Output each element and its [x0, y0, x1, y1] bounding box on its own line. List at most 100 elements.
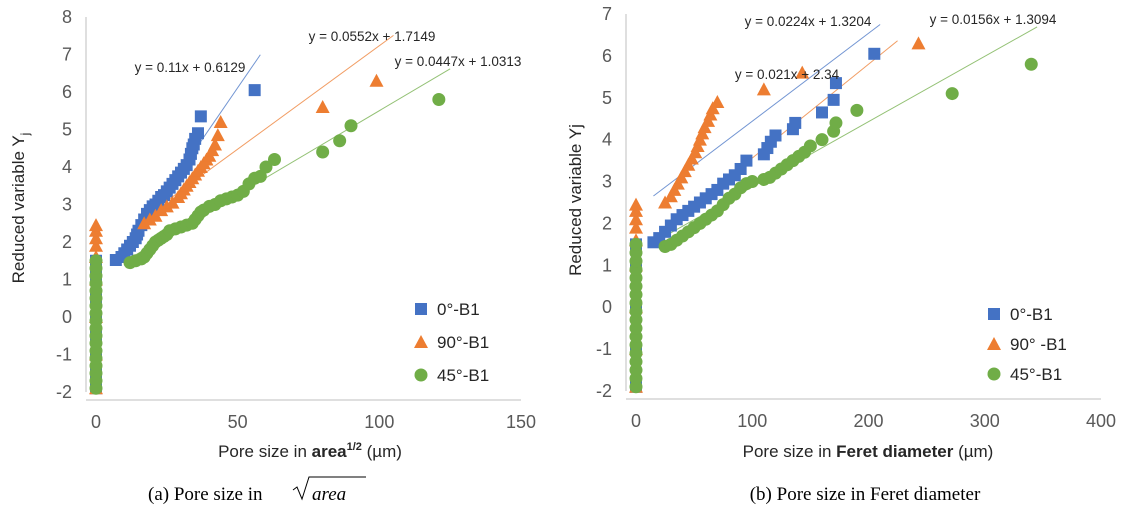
chart-b-x-axis-label: Pore size in Feret diameter (µm) [743, 442, 994, 461]
chart-b-x-tick-label: 300 [970, 411, 1000, 431]
chart-a-point-2 [316, 145, 330, 159]
chart-a-point-1 [213, 115, 228, 128]
sqrt-symbol [292, 476, 366, 501]
chart-b-y-tick-label: 4 [602, 130, 612, 150]
chart-b-point-2 [1024, 57, 1038, 71]
chart-a-legend-label-2: 45°-B1 [437, 366, 489, 385]
chart-b-legend-label-1: 90° -B1 [1010, 335, 1067, 354]
chart-a-y-tick-label: -2 [56, 382, 72, 402]
chart-a-point-1 [89, 218, 103, 232]
chart-a-x-tick-label: 150 [506, 412, 536, 432]
chart-a-point-0 [192, 127, 204, 140]
chart-a-point-2 [344, 119, 358, 133]
chart-b-y-axis-label: Reduced variable Yj [566, 124, 585, 276]
chart-a-legend-marker-0 [415, 303, 427, 315]
chart-a-point-1 [89, 231, 103, 245]
chart-a-y-tick-label: 3 [62, 195, 72, 215]
chart-b-y-tick-label: 5 [602, 88, 612, 108]
chart-a-equation-2: y = 0.0447x + 1.0313 [395, 54, 522, 69]
chart-a-point-1 [89, 238, 103, 252]
chart-a-y-tick-label: 7 [62, 45, 72, 65]
chart-a-y-tick-label: 6 [62, 82, 72, 102]
chart-b-equation-0: y = 0.021x + 2.34 [735, 67, 840, 82]
chart-a-caption: (a) Pore size in area [148, 476, 366, 505]
chart-a-y-tick-label: 5 [62, 120, 72, 140]
chart-b-point-1 [911, 36, 926, 50]
chart-a-point-2 [432, 93, 446, 106]
chart-a-x-tick-label: 0 [91, 412, 101, 432]
chart-a-point-1 [154, 203, 169, 217]
chart-a-x-tick-label: 50 [228, 412, 248, 432]
chart-a-point-2 [253, 169, 267, 183]
chart-b-point-1 [629, 212, 643, 226]
chart-a-point-2 [268, 153, 281, 166]
chart-b-point-1 [629, 220, 643, 234]
chart-b-point-2 [745, 175, 759, 189]
chart-b-y-tick-label: 6 [602, 46, 612, 66]
chart-b-equation-1: y = 0.0224x + 1.3204 [745, 14, 872, 29]
chart-b-point-0 [740, 154, 753, 167]
chart-a-legend-label-1: 90°-B1 [437, 333, 489, 352]
chart-b-legend-label-2: 45°-B1 [1010, 365, 1062, 384]
chart-b-legend-marker-0 [988, 308, 1000, 320]
chart-a-point-2 [333, 134, 347, 148]
chart-b-y-tick-label: 0 [602, 297, 612, 317]
chart-b-point-0 [829, 77, 842, 90]
chart-a-point-0 [248, 84, 261, 97]
chart-a-point-1 [137, 216, 152, 230]
chart-a-y-tick-label: 8 [62, 7, 72, 27]
chart-b-point-0 [827, 93, 840, 106]
chart-b-point-0 [868, 47, 881, 60]
chart-b-point-0 [769, 129, 782, 142]
chart-a-point-1 [142, 212, 157, 226]
chart-a-trendline-1 [166, 34, 394, 202]
chart-b-point-1 [629, 197, 643, 211]
chart-b-point-0 [789, 116, 802, 129]
chart-a-y-axis-label: Reduced variable Yj [9, 133, 32, 284]
chart-a-point-0 [194, 110, 207, 123]
chart-b-point-2 [945, 87, 959, 101]
chart-a: Reduced variable Yj Pore size in area1/2… [9, 7, 536, 505]
chart-a-point-1 [210, 128, 225, 142]
chart-b-point-2 [815, 133, 829, 147]
chart-b-point-1 [795, 65, 810, 79]
chart-b-y-tick-label: 1 [602, 255, 612, 275]
chart-a-x-tick-label: 100 [364, 412, 394, 432]
chart-b-legend-marker-2 [987, 367, 1001, 381]
chart-b-y-tick-label: 2 [602, 213, 612, 233]
chart-a-legend: 0°-B1 90°-B1 45°-B1 [414, 300, 489, 385]
chart-b-y-tick-label: -1 [596, 339, 612, 359]
chart-b-x-tick-label: 0 [631, 411, 641, 431]
chart-a-point-1 [159, 199, 174, 213]
chart-a-legend-label-0: 0°-B1 [437, 300, 480, 319]
chart-a-x-axis-label: Pore size in area1/2 (µm) [218, 441, 402, 461]
chart-a-equation-0: y = 0.11x + 0.6129 [135, 60, 246, 75]
chart-a-caption-text: (a) Pore size in [148, 484, 263, 505]
chart-a-y-tick-label: 4 [62, 157, 72, 177]
chart-a-legend-marker-1 [414, 335, 428, 348]
chart-b-legend-label-0: 0°-B1 [1010, 305, 1053, 324]
chart-a-point-1 [208, 137, 222, 151]
chart-b-point-2 [829, 116, 843, 130]
chart-b-point-1 [710, 94, 725, 108]
chart-a-point-2 [259, 160, 273, 174]
chart-a-point-1 [315, 100, 330, 113]
chart-b-y-tick-label: 3 [602, 172, 612, 192]
chart-b-x-tick-label: 400 [1086, 411, 1116, 431]
chart-b-legend: 0°-B1 90° -B1 45°-B1 [987, 305, 1067, 384]
chart-b-point-2 [850, 103, 864, 117]
chart-b-x-tick-label: 100 [737, 411, 767, 431]
chart-b-point-2 [629, 237, 643, 251]
chart-b-point-1 [756, 82, 771, 96]
chart-a-y-tick-label: 0 [62, 307, 72, 327]
chart-b-legend-marker-1 [987, 337, 1001, 350]
chart-a-legend-marker-2 [414, 368, 428, 382]
chart-a-point-1 [369, 73, 384, 87]
chart-a-equation-1: y = 0.0552x + 1.7149 [309, 29, 436, 44]
chart-b-x-tick-label: 200 [853, 411, 883, 431]
chart-a-caption-math: area [312, 484, 346, 505]
chart-b-y-tick-label: 7 [602, 4, 612, 24]
chart-a-y-tick-label: 1 [62, 270, 72, 290]
chart-a-y-tick-label: -1 [56, 345, 72, 365]
